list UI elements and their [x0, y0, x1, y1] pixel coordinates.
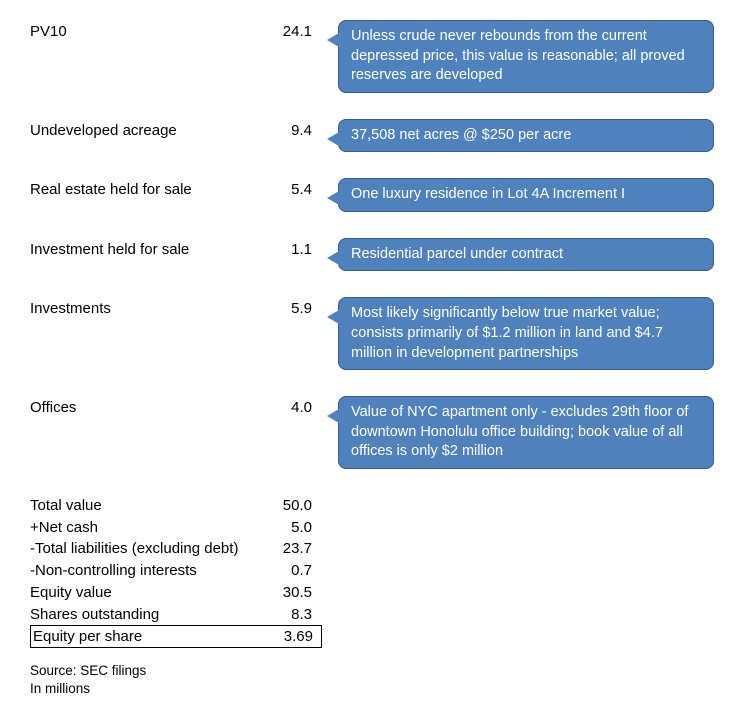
line-item-investments: Investments 5.9 Most likely significantl…	[30, 297, 714, 370]
item-note: One luxury residence in Lot 4A Increment…	[338, 178, 714, 212]
item-note: Residential parcel under contract	[338, 238, 714, 272]
item-value: 5.9	[270, 297, 320, 317]
summary-row-total-value: Total value 50.0	[30, 495, 714, 517]
summary-value: 0.7	[270, 560, 320, 582]
item-value: 1.1	[270, 238, 320, 258]
summary-block: Total value 50.0 +Net cash 5.0 -Total li…	[30, 495, 714, 649]
summary-row-net-cash: +Net cash 5.0	[30, 517, 714, 539]
line-item-investment-for-sale: Investment held for sale 1.1 Residential…	[30, 238, 714, 272]
valuation-table: PV10 24.1 Unless crude never rebounds fr…	[30, 20, 714, 699]
item-label: PV10	[30, 20, 270, 40]
item-note: Most likely significantly below true mar…	[338, 297, 714, 370]
item-label: Investment held for sale	[30, 238, 270, 258]
item-value: 5.4	[270, 178, 320, 198]
summary-value: 5.0	[270, 517, 320, 539]
item-label: Undeveloped acreage	[30, 119, 270, 139]
summary-label: Equity per share	[31, 626, 271, 647]
line-item-undeveloped-acreage: Undeveloped acreage 9.4 37,508 net acres…	[30, 119, 714, 153]
summary-value: 8.3	[270, 604, 320, 626]
item-note: Value of NYC apartment only - excludes 2…	[338, 396, 714, 469]
summary-row-total-liabilities: -Total liabilities (excluding debt) 23.7	[30, 538, 714, 560]
line-item-offices: Offices 4.0 Value of NYC apartment only …	[30, 396, 714, 469]
line-item-pv10: PV10 24.1 Unless crude never rebounds fr…	[30, 20, 714, 93]
footnote-units: In millions	[30, 680, 714, 698]
summary-row-nci: -Non-controlling interests 0.7	[30, 560, 714, 582]
summary-row-equity-per-share: Equity per share 3.69	[30, 625, 714, 648]
footnote-source: Source: SEC filings	[30, 662, 714, 680]
summary-value: 3.69	[271, 626, 321, 647]
summary-label: Total value	[30, 495, 270, 517]
item-note: Unless crude never rebounds from the cur…	[338, 20, 714, 93]
summary-row-shares-outstanding: Shares outstanding 8.3	[30, 604, 714, 626]
summary-label: Shares outstanding	[30, 604, 270, 626]
summary-label: Equity value	[30, 582, 270, 604]
item-note: 37,508 net acres @ $250 per acre	[338, 119, 714, 153]
item-value: 4.0	[270, 396, 320, 416]
summary-label: -Total liabilities (excluding debt)	[30, 538, 270, 560]
line-item-real-estate: Real estate held for sale 5.4 One luxury…	[30, 178, 714, 212]
summary-label: +Net cash	[30, 517, 270, 539]
summary-value: 50.0	[270, 495, 320, 517]
item-label: Real estate held for sale	[30, 178, 270, 198]
summary-label: -Non-controlling interests	[30, 560, 270, 582]
item-label: Offices	[30, 396, 270, 416]
item-value: 9.4	[270, 119, 320, 139]
summary-row-equity-value: Equity value 30.5	[30, 582, 714, 604]
item-value: 24.1	[270, 20, 320, 40]
summary-value: 30.5	[270, 582, 320, 604]
summary-value: 23.7	[270, 538, 320, 560]
item-label: Investments	[30, 297, 270, 317]
footnote-block: Source: SEC filings In millions	[30, 662, 714, 698]
